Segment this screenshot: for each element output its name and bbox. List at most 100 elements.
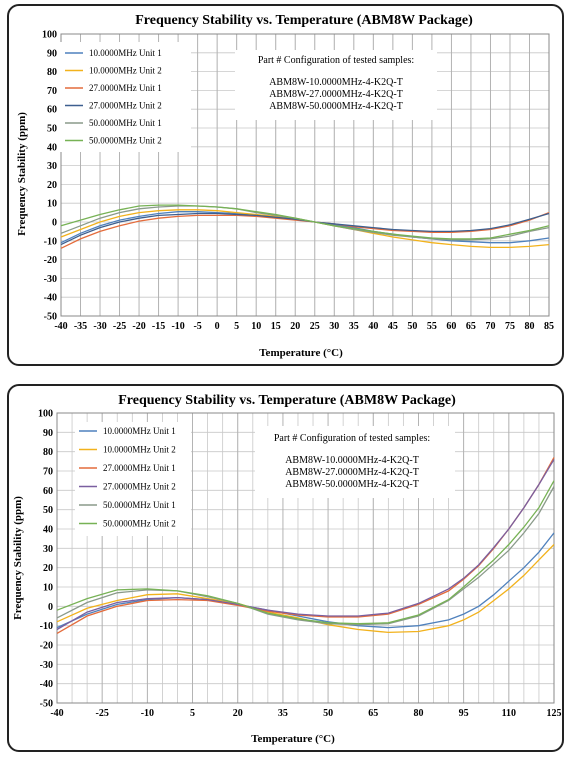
y-tick-label: 0 — [52, 218, 57, 229]
y-tick-label: 40 — [47, 142, 57, 153]
x-tick-label: -10 — [141, 708, 154, 719]
x-axis-label: Temperature (°C) — [259, 347, 343, 359]
x-axis-label: Temperature (°C) — [251, 733, 335, 745]
x-tick-label: 5 — [234, 321, 239, 332]
x-tick-label: 15 — [271, 321, 281, 332]
y-tick-label: -30 — [44, 274, 57, 285]
x-tick-label: 65 — [466, 321, 476, 332]
legend-label: 27.0000MHz Unit 1 — [103, 463, 176, 473]
x-tick-label: -25 — [113, 321, 126, 332]
config-note-part-1: ABM8W-10.0000MHz-4-K2Q-T — [269, 77, 403, 88]
legend-box — [59, 42, 191, 152]
legend-label: 10.0000MHz Unit 1 — [89, 48, 162, 58]
x-tick-label: 50 — [407, 321, 417, 332]
legend-label: 10.0000MHz Unit 1 — [103, 426, 176, 436]
legend-label: 27.0000MHz Unit 2 — [89, 101, 162, 111]
x-ticks: -40 -25 -10 5 20 35 50 65 80 95 110 125 — [50, 708, 561, 719]
legend: 10.0000MHz Unit 1 10.0000MHz Unit 2 27.000… — [59, 42, 191, 152]
config-note: Part # Configuration of tested samples: … — [235, 50, 437, 120]
series-line-1 — [56, 532, 555, 629]
y-tick-label: 80 — [47, 67, 57, 78]
series-line-5 — [56, 486, 555, 626]
y-ticks: -50 -40 -30 -20 -10 0 10 20 30 40 50 60 70 80 90 100 — [42, 30, 57, 323]
x-tick-label: 35 — [278, 708, 288, 719]
plot-area — [56, 412, 555, 704]
x-tick-label: -40 — [54, 321, 67, 332]
legend-label: 50.0000MHz Unit 1 — [103, 500, 176, 510]
x-tick-label: 25 — [310, 321, 320, 332]
y-tick-label: 60 — [47, 105, 57, 116]
y-tick-label: -20 — [40, 641, 53, 652]
config-note-heading: Part # Configuration of tested samples: — [258, 55, 414, 66]
x-ticks: -40 -35 -30 -25 -20 -15 -10 -5 0 5 10 15 20 25 30 35 40 4… — [54, 321, 554, 332]
x-tick-label: 85 — [544, 321, 554, 332]
legend-box — [75, 422, 191, 536]
x-tick-label: 5 — [190, 708, 195, 719]
chart-panel-1: Frequency Stability vs. Temperature (ABM… — [7, 4, 564, 366]
x-tick-label: -25 — [96, 708, 109, 719]
y-axis-label: Frequency Stability (ppm) — [12, 496, 24, 620]
series-lines — [56, 457, 555, 634]
y-tick-label: -10 — [44, 236, 57, 247]
series-lines — [60, 204, 550, 249]
legend-label: 50.0000MHz Unit 2 — [103, 519, 176, 529]
series-line-2 — [56, 544, 555, 634]
y-tick-label: 80 — [43, 447, 53, 458]
x-tick-label: 125 — [547, 708, 562, 719]
chart-title: Frequency Stability vs. Temperature (ABM… — [118, 393, 456, 408]
x-tick-label: 80 — [524, 321, 534, 332]
legend-label: 27.0000MHz Unit 2 — [103, 482, 176, 492]
x-tick-label: 0 — [215, 321, 220, 332]
x-tick-label: 35 — [349, 321, 359, 332]
y-tick-label: -20 — [44, 255, 57, 266]
legend-label: 27.0000MHz Unit 1 — [89, 83, 162, 93]
y-tick-label: -40 — [40, 679, 53, 690]
y-tick-label: 30 — [47, 161, 57, 172]
y-ticks: -50 -40 -30 -20 -10 0 10 20 30 40 50 60 70 80 90 100 — [38, 409, 53, 710]
y-tick-label: -10 — [40, 621, 53, 632]
config-note: Part # Configuration of tested samples: … — [255, 426, 455, 498]
x-tick-label: 30 — [329, 321, 339, 332]
y-tick-label: 50 — [47, 124, 57, 135]
y-tick-label: 100 — [38, 409, 53, 420]
x-tick-label: -10 — [171, 321, 184, 332]
legend-label: 10.0000MHz Unit 2 — [89, 66, 162, 76]
x-tick-label: -35 — [74, 321, 87, 332]
y-tick-label: -30 — [40, 660, 53, 671]
y-tick-label: -50 — [40, 699, 53, 710]
x-tick-label: 70 — [485, 321, 495, 332]
x-tick-label: 95 — [459, 708, 469, 719]
x-tick-label: 10 — [251, 321, 261, 332]
config-note-part-1: ABM8W-10.0000MHz-4-K2Q-T — [285, 455, 419, 466]
y-axis-label: Frequency Stability (ppm) — [16, 112, 28, 236]
plot-area — [60, 33, 550, 317]
series-line-6 — [60, 204, 550, 240]
x-tick-label: 55 — [427, 321, 437, 332]
y-tick-label: 30 — [43, 544, 53, 555]
x-tick-label: 40 — [368, 321, 378, 332]
config-note-box — [235, 50, 437, 120]
x-tick-label: -30 — [93, 321, 106, 332]
legend-label: 50.0000MHz Unit 2 — [89, 136, 162, 146]
frequency-chart-1: Frequency Stability vs. Temperature (ABM… — [16, 13, 554, 359]
x-tick-label: -40 — [50, 708, 63, 719]
chart-title: Frequency Stability vs. Temperature (ABM… — [135, 13, 473, 28]
x-tick-label: 80 — [413, 708, 423, 719]
y-tick-label: 70 — [43, 467, 53, 478]
legend-label: 10.0000MHz Unit 2 — [103, 445, 176, 455]
chart-panel-2: Frequency Stability vs. Temperature (ABM… — [7, 384, 564, 752]
config-note-part-3: ABM8W-50.0000MHz-4-K2Q-T — [285, 479, 419, 490]
x-tick-label: 75 — [505, 321, 515, 332]
config-note-box — [255, 426, 455, 498]
x-tick-label: 20 — [290, 321, 300, 332]
series-line-6 — [56, 480, 555, 625]
config-note-part-2: ABM8W-27.0000MHz-4-K2Q-T — [285, 467, 419, 478]
x-tick-label: 110 — [502, 708, 516, 719]
y-tick-label: 90 — [47, 48, 57, 59]
y-tick-label: 90 — [43, 428, 53, 439]
x-tick-label: -20 — [132, 321, 145, 332]
legend-label: 50.0000MHz Unit 1 — [89, 118, 162, 128]
y-tick-label: 20 — [47, 180, 57, 191]
config-note-part-3: ABM8W-50.0000MHz-4-K2Q-T — [269, 101, 403, 112]
series-line-5 — [60, 205, 550, 241]
